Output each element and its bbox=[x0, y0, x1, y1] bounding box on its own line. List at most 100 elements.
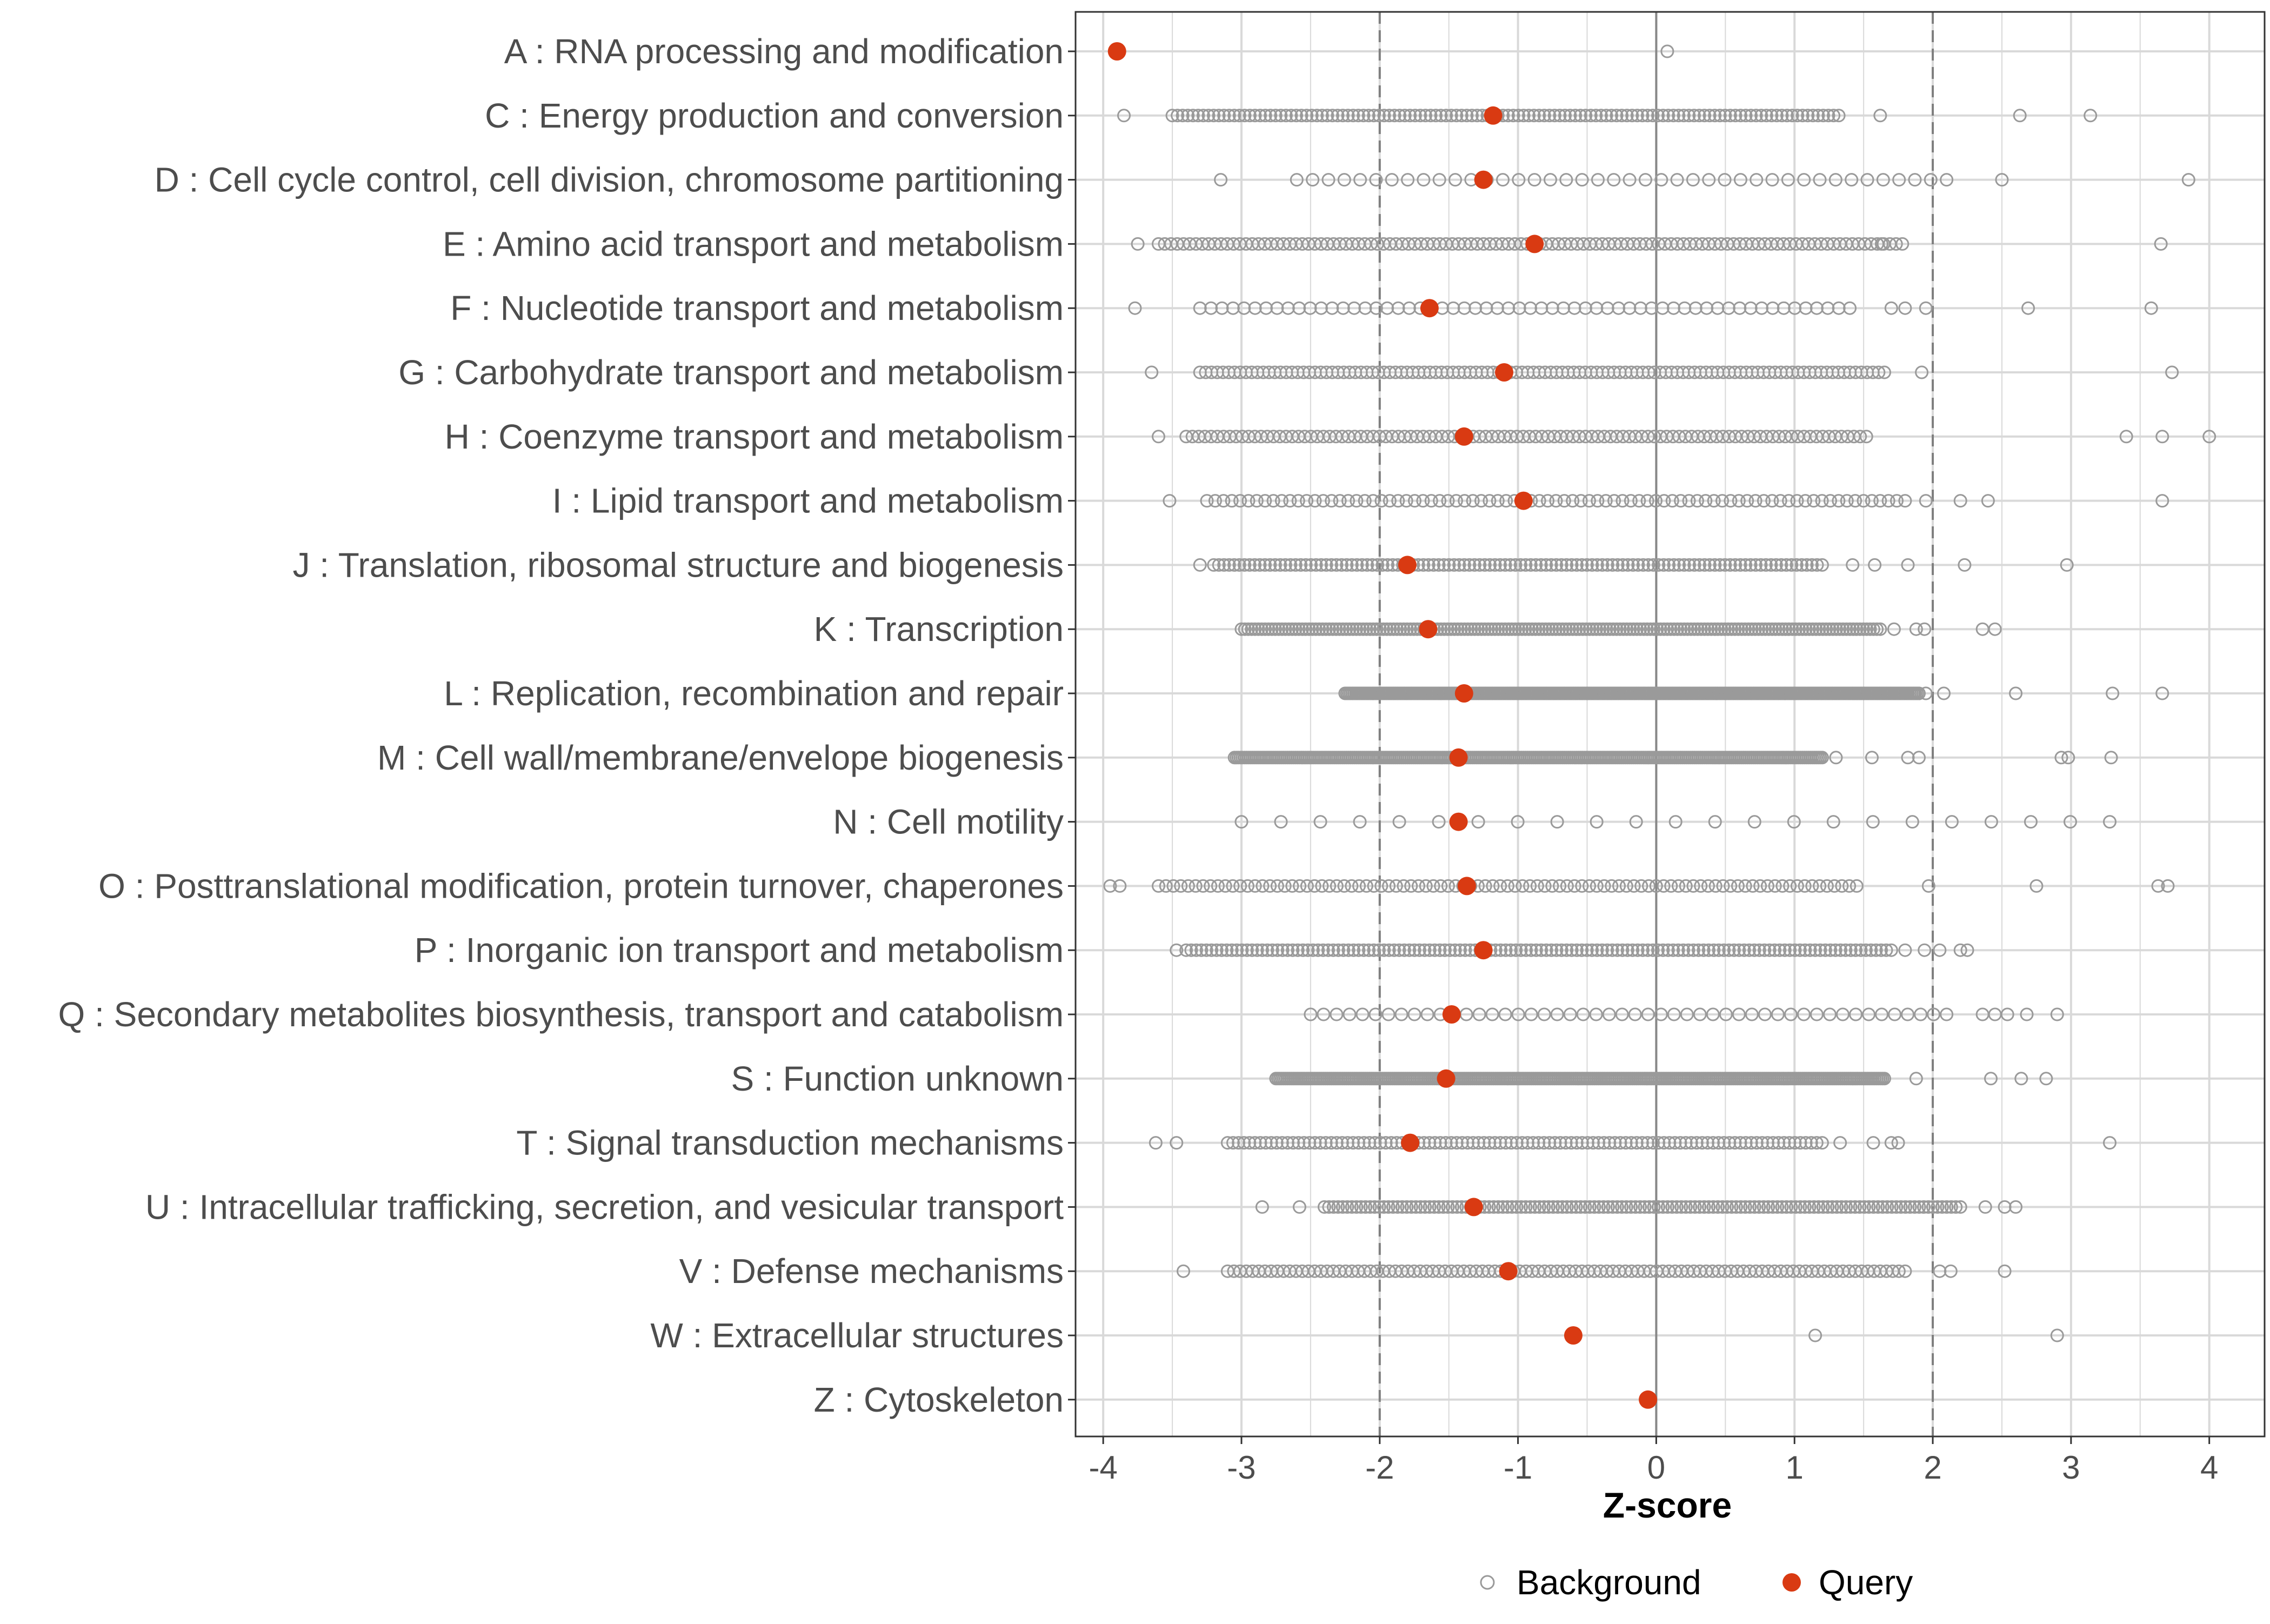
background-point bbox=[1712, 1136, 1726, 1150]
background-point bbox=[1270, 301, 1284, 315]
background-point bbox=[1205, 943, 1219, 957]
query-point bbox=[1474, 941, 1493, 960]
background-point bbox=[1308, 494, 1322, 508]
background-point bbox=[2119, 430, 2133, 444]
background-point bbox=[1589, 1007, 1603, 1021]
background-point bbox=[1590, 815, 1604, 829]
background-point bbox=[1762, 943, 1777, 957]
background-point bbox=[1452, 558, 1466, 572]
background-point bbox=[1778, 943, 1792, 957]
background-point bbox=[1423, 1136, 1437, 1150]
background-point bbox=[1321, 173, 1336, 187]
background-point bbox=[1275, 1136, 1289, 1150]
background-point bbox=[1539, 943, 1553, 957]
background-point bbox=[1541, 494, 1555, 508]
background-point bbox=[1597, 879, 1611, 893]
background-point bbox=[1248, 622, 1262, 636]
background-point bbox=[1892, 1264, 1906, 1278]
background-point bbox=[1332, 622, 1346, 636]
background-point bbox=[1701, 879, 1715, 893]
background-point bbox=[1131, 237, 1145, 251]
background-point bbox=[1542, 622, 1556, 636]
background-point bbox=[1890, 1200, 1904, 1214]
background-point bbox=[1505, 1200, 1519, 1214]
background-point bbox=[1909, 1072, 1923, 1086]
background-point bbox=[1519, 1200, 1533, 1214]
legend-query-label: Query bbox=[1819, 1563, 1913, 1602]
background-point bbox=[1565, 1200, 1579, 1214]
background-point bbox=[1668, 1136, 1682, 1150]
background-point bbox=[1672, 879, 1686, 893]
background-point bbox=[1270, 1136, 1284, 1150]
background-point bbox=[1553, 879, 1567, 893]
background-point bbox=[1353, 815, 1367, 829]
background-point bbox=[1641, 1007, 1655, 1021]
background-point bbox=[1470, 109, 1484, 123]
background-point bbox=[1316, 622, 1330, 636]
background-point bbox=[1617, 622, 1631, 636]
background-point bbox=[1754, 109, 1768, 123]
background-point bbox=[1368, 1007, 1383, 1021]
background-point bbox=[1387, 943, 1401, 957]
background-point bbox=[1170, 943, 1184, 957]
background-point bbox=[1423, 943, 1437, 957]
background-point bbox=[1350, 494, 1364, 508]
background-point bbox=[1292, 622, 1306, 636]
background-point bbox=[1707, 622, 1721, 636]
background-point bbox=[1512, 173, 1526, 187]
background-point bbox=[1884, 1136, 1898, 1150]
background-point bbox=[1500, 1200, 1514, 1214]
background-point bbox=[1305, 622, 1319, 636]
background-point bbox=[1524, 943, 1538, 957]
background-point bbox=[1665, 1200, 1679, 1214]
background-point bbox=[1583, 879, 1597, 893]
background-point bbox=[1196, 879, 1210, 893]
background-point bbox=[1711, 622, 1725, 636]
background-point bbox=[1189, 879, 1203, 893]
background-point bbox=[1214, 943, 1229, 957]
background-point bbox=[1319, 558, 1333, 572]
background-point bbox=[1380, 558, 1394, 572]
background-point bbox=[1679, 1136, 1693, 1150]
background-point bbox=[1537, 1200, 1551, 1214]
background-point bbox=[1734, 622, 1748, 636]
background-point bbox=[1744, 1136, 1758, 1150]
background-point bbox=[1718, 109, 1732, 123]
background-point bbox=[2050, 1328, 2064, 1342]
background-point bbox=[1559, 558, 1573, 572]
background-point bbox=[1265, 622, 1279, 636]
background-point bbox=[1656, 1200, 1670, 1214]
background-point bbox=[1359, 622, 1373, 636]
background-point bbox=[1815, 558, 1829, 572]
background-point bbox=[1458, 622, 1472, 636]
background-point bbox=[1441, 1200, 1455, 1214]
background-point bbox=[1369, 301, 1383, 315]
background-point bbox=[1931, 1200, 1945, 1214]
background-point bbox=[1222, 109, 1236, 123]
background-point bbox=[1651, 109, 1665, 123]
background-point bbox=[1805, 558, 1819, 572]
background-point bbox=[1747, 943, 1761, 957]
background-point bbox=[1299, 622, 1313, 636]
background-point bbox=[1665, 494, 1679, 508]
background-point bbox=[1268, 109, 1283, 123]
background-point bbox=[1660, 622, 1674, 636]
background-point bbox=[1443, 943, 1457, 957]
background-point bbox=[1314, 301, 1328, 315]
background-point bbox=[1274, 815, 1288, 829]
background-point bbox=[1292, 1200, 1306, 1214]
background-point bbox=[1370, 622, 1384, 636]
background-point bbox=[1193, 558, 1207, 572]
background-point bbox=[1627, 879, 1641, 893]
background-point bbox=[1362, 943, 1376, 957]
background-point bbox=[2009, 1200, 2023, 1214]
background-point bbox=[1686, 943, 1700, 957]
background-point bbox=[1289, 109, 1303, 123]
background-point bbox=[1808, 1328, 1822, 1342]
background-point bbox=[1657, 879, 1671, 893]
background-point bbox=[1283, 494, 1297, 508]
background-point bbox=[1417, 558, 1431, 572]
background-point bbox=[1822, 1007, 1837, 1021]
background-point bbox=[1597, 1200, 1611, 1214]
background-point bbox=[1567, 301, 1581, 315]
